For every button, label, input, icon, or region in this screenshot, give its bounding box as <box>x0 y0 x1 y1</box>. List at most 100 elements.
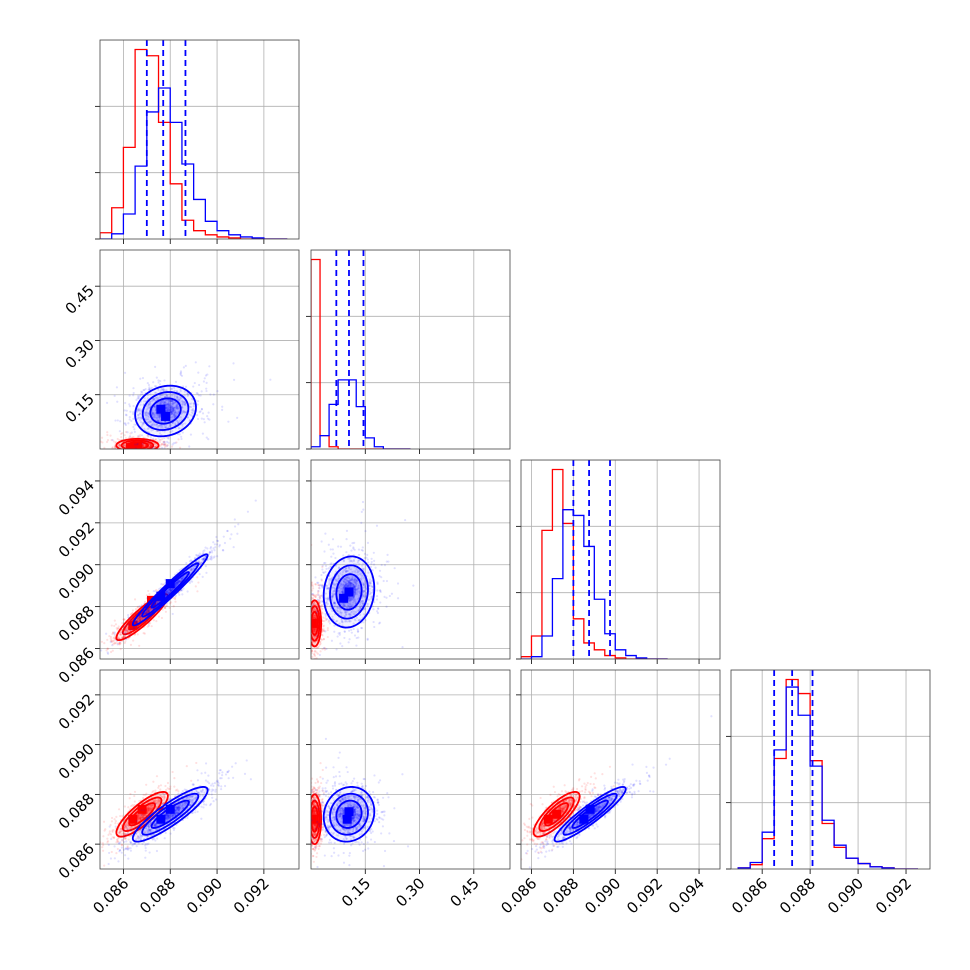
scatter-point <box>348 613 352 616</box>
scatter-point <box>106 433 109 437</box>
scatter-point <box>362 583 365 586</box>
scatter-point <box>158 418 162 421</box>
scatter-point <box>147 624 151 627</box>
scatter-point <box>148 608 151 611</box>
scatter-point <box>109 650 113 654</box>
scatter-point <box>184 364 187 367</box>
scatter-point <box>125 629 128 632</box>
scatter-point <box>162 443 165 446</box>
scatter-point <box>212 541 215 544</box>
scatter-point <box>150 608 153 611</box>
scatter-point <box>173 411 176 414</box>
scatter-point <box>183 403 187 406</box>
scatter-point <box>138 409 141 412</box>
scatter-point <box>346 584 349 587</box>
contour-line <box>149 397 182 425</box>
scatter-point <box>152 413 155 416</box>
scatter-point <box>159 379 162 383</box>
scatter-point <box>179 397 182 400</box>
scatter-point <box>236 416 239 419</box>
scatter-point <box>126 630 130 633</box>
scatter-point <box>178 593 181 596</box>
scatter-point <box>160 616 164 620</box>
scatter-point <box>164 604 168 608</box>
scatter-point <box>141 376 145 380</box>
scatter-point <box>139 613 142 617</box>
scatter-point <box>149 420 153 423</box>
contour-line <box>311 599 323 648</box>
scatter-point <box>315 641 318 644</box>
scatter-point <box>136 625 139 628</box>
scatter-point <box>209 551 212 554</box>
scatter-point <box>113 445 117 449</box>
scatter-point <box>133 443 137 446</box>
scatter-point <box>328 622 332 625</box>
scatter-point <box>149 444 152 447</box>
scatter-point <box>198 563 201 566</box>
scatter-point <box>132 417 135 420</box>
scatter-point <box>158 416 161 419</box>
scatter-point <box>178 580 181 583</box>
scatter-point <box>201 432 205 435</box>
scatter-point <box>126 629 129 632</box>
scatter-point <box>173 415 176 419</box>
scatter-point <box>198 573 201 576</box>
scatter-point <box>318 601 322 604</box>
scatter-point <box>361 600 364 603</box>
scatter-point <box>314 595 317 599</box>
scatter-point <box>176 396 180 399</box>
scatter-point <box>123 635 127 638</box>
scatter-point <box>147 608 150 612</box>
histogram-2 <box>306 249 511 454</box>
scatter-point <box>193 381 196 385</box>
scatter-point <box>313 614 316 618</box>
scatter-point <box>134 608 138 611</box>
scatter-point <box>339 585 342 588</box>
scatter-point <box>113 444 116 447</box>
scatter-point <box>314 583 317 586</box>
scatter-point <box>153 416 156 419</box>
scatter-point <box>357 630 360 633</box>
scatter-point <box>321 648 324 651</box>
scatter-point <box>317 599 321 602</box>
scatter-point <box>179 416 182 419</box>
scatter-point <box>169 410 172 413</box>
scatter-point <box>163 401 167 404</box>
scatter-point <box>166 591 170 594</box>
scatter-point <box>222 535 225 538</box>
scatter-point <box>180 577 183 580</box>
scatter-point <box>313 627 316 631</box>
scatter-point <box>311 650 314 653</box>
scatter-point <box>106 431 109 434</box>
scatter-point <box>181 400 184 403</box>
scatter-point <box>117 625 120 628</box>
scatter-point <box>179 388 182 391</box>
scatter-point <box>109 640 112 644</box>
scatter-point <box>136 407 140 410</box>
scatter-point <box>169 400 172 403</box>
scatter-point <box>141 617 144 620</box>
scatter-point <box>169 589 173 592</box>
scatter-point <box>165 393 168 397</box>
scatter-point <box>154 445 158 448</box>
scatter-point <box>176 405 179 408</box>
scatter-point <box>157 615 161 618</box>
scatter-point <box>334 602 337 606</box>
scatter-point <box>166 604 169 608</box>
scatter-point <box>129 629 132 632</box>
scatter-point <box>111 447 114 449</box>
scatter-point <box>159 400 162 404</box>
scatter-point <box>167 402 170 405</box>
scatter-point <box>130 419 133 422</box>
scatter-point <box>171 416 174 419</box>
scatter-point <box>153 397 156 400</box>
scatter-point <box>200 561 203 564</box>
scatter-point <box>164 400 167 404</box>
scatter-point <box>314 649 317 652</box>
scatter-point <box>312 635 315 638</box>
scatter-point <box>180 396 183 399</box>
scatter-point <box>212 393 215 396</box>
scatter-point <box>151 423 154 427</box>
scatter-point <box>311 655 314 659</box>
scatter-point <box>184 385 188 388</box>
